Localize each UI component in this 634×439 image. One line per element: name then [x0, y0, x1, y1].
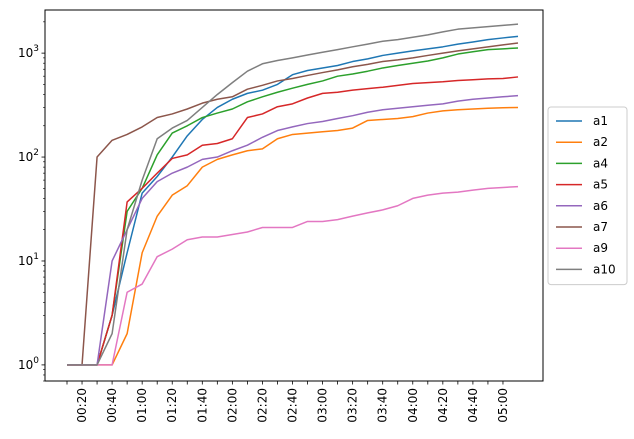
x-tick-label: 05:00 — [496, 388, 510, 423]
y-tick-label: 100 — [18, 356, 39, 372]
x-tick-label: 02:40 — [286, 388, 300, 423]
x-tick-label: 02:20 — [255, 388, 269, 423]
legend-label-a5: a5 — [593, 178, 608, 192]
series-line-a1 — [67, 35, 519, 366]
x-tick-label: 01:20 — [165, 388, 179, 423]
legend-frame — [547, 106, 628, 286]
y-tick-label: 102 — [18, 148, 39, 164]
y-tick-label: 103 — [18, 44, 39, 60]
series-line-a10 — [67, 23, 519, 366]
series-line-a9 — [67, 185, 519, 366]
legend-label-a1: a1 — [593, 114, 608, 128]
y-axis: 100 101 102 103 — [18, 21, 45, 382]
series-line-a2 — [67, 106, 519, 366]
legend-label-a9: a9 — [593, 241, 608, 255]
legend-label-a2: a2 — [593, 135, 608, 149]
x-tick-label: 00:40 — [105, 388, 119, 423]
x-tick-label: 02:00 — [225, 388, 239, 423]
y-tick-label: 101 — [18, 252, 39, 268]
plot-area-frame — [44, 9, 544, 382]
x-tick-label: 03:40 — [376, 388, 390, 423]
series-line-a5 — [67, 76, 519, 366]
x-axis: 00:20 00:40 01:00 01:20 01:40 02:00 02:20 02:40… — [66, 381, 510, 423]
legend-label-a4: a4 — [593, 156, 608, 170]
legend-label-a6: a6 — [593, 199, 608, 213]
legend: a1 a2 a4 a5 a6 a7 a9 a10 — [547, 106, 628, 286]
x-tick-label: 01:40 — [195, 388, 209, 423]
series-line-a6 — [67, 94, 519, 366]
x-tick-label: 04:20 — [436, 388, 450, 423]
x-tick-label: 01:00 — [135, 388, 149, 423]
x-tick-label: 00:20 — [75, 388, 89, 423]
series-layer — [67, 23, 519, 366]
legend-label-a7: a7 — [593, 220, 608, 234]
series-line-a7 — [67, 42, 519, 366]
x-tick-label: 04:40 — [466, 388, 480, 423]
x-tick-label: 03:00 — [316, 388, 330, 423]
legend-label-a10: a10 — [593, 262, 616, 276]
x-tick-label: 03:20 — [346, 388, 360, 423]
x-tick-label: 04:00 — [406, 388, 420, 423]
